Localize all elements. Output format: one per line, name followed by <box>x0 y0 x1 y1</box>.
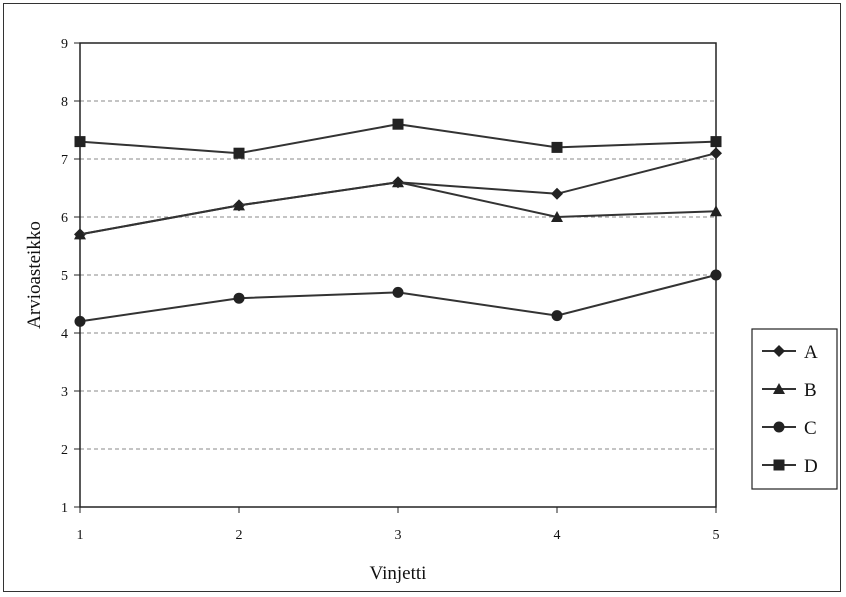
y-tick-label: 5 <box>61 269 68 284</box>
data-point <box>74 315 86 327</box>
series-a <box>74 147 722 241</box>
legend-label: B <box>804 380 817 401</box>
y-tick-label: 2 <box>61 443 68 458</box>
y-tick-label: 1 <box>61 501 68 516</box>
legend-label: D <box>804 456 818 477</box>
data-point <box>233 199 245 211</box>
series-d <box>74 118 722 159</box>
x-tick-label: 3 <box>395 528 402 543</box>
y-axis-ticks: 1 2 3 4 5 6 7 8 9 <box>61 37 80 516</box>
y-tick-label: 6 <box>61 211 68 226</box>
data-point <box>551 141 563 153</box>
legend-item-b: B <box>762 380 817 401</box>
x-axis-ticks: 1 2 3 4 5 <box>77 507 720 543</box>
x-tick-label: 2 <box>236 528 243 543</box>
data-point <box>74 228 86 240</box>
data-point <box>392 176 404 188</box>
legend-marker <box>773 345 785 357</box>
data-point <box>710 136 722 148</box>
series-line <box>79 274 717 323</box>
legend-label: C <box>804 418 817 439</box>
series-line <box>79 181 717 236</box>
x-tick-label: 1 <box>77 528 84 543</box>
data-point <box>551 211 563 222</box>
data-point <box>551 187 563 200</box>
x-axis-title: Vinjetti <box>370 563 427 584</box>
legend-item-d: D <box>762 456 818 477</box>
legend-item-c: C <box>762 418 817 439</box>
data-point <box>710 147 722 160</box>
x-tick-label: 5 <box>713 528 720 543</box>
y-tick-label: 3 <box>61 385 68 400</box>
series-group <box>74 118 722 327</box>
series-line <box>79 152 717 236</box>
gridlines <box>80 100 716 450</box>
data-point <box>392 286 404 298</box>
legend-marker <box>773 459 785 471</box>
data-point <box>710 269 722 281</box>
y-axis-title: Arvioasteikko <box>24 221 45 329</box>
legend-box <box>751 328 838 490</box>
legend-label: A <box>804 342 818 363</box>
series-c <box>74 269 722 327</box>
data-point <box>233 147 245 159</box>
legend-marker <box>773 383 785 394</box>
y-tick-label: 9 <box>61 37 68 52</box>
series-b <box>74 176 722 240</box>
data-point <box>392 118 404 130</box>
data-point <box>551 310 563 322</box>
data-point <box>710 205 722 217</box>
data-point <box>74 136 86 148</box>
chart-frame <box>3 3 841 592</box>
legend-item-a: A <box>762 342 818 363</box>
y-tick-label: 7 <box>61 153 68 168</box>
data-point <box>233 292 245 304</box>
y-tick-label: 8 <box>61 95 68 110</box>
legend-marker <box>773 421 785 433</box>
x-tick-label: 4 <box>554 528 561 543</box>
y-tick-label: 4 <box>61 327 68 342</box>
